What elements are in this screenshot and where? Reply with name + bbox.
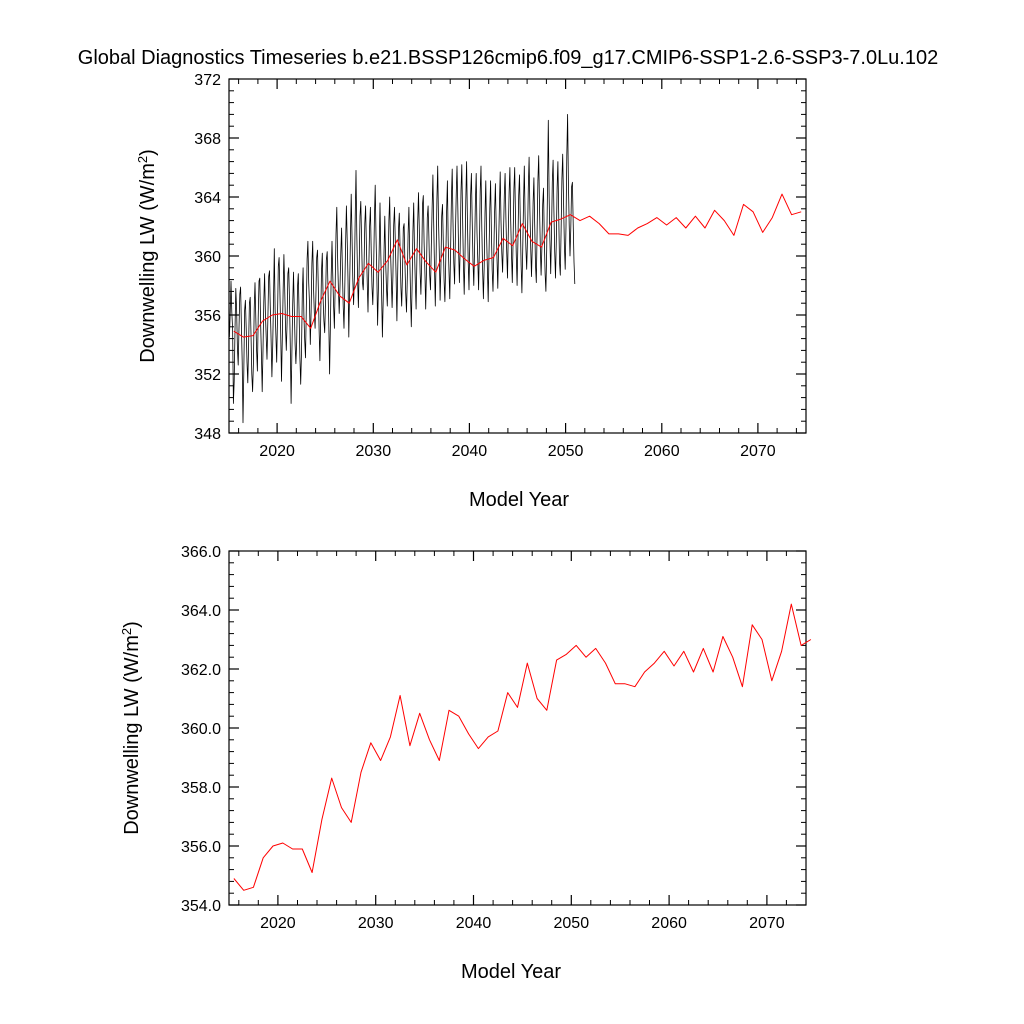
x-tick-label: 2060 — [644, 443, 680, 460]
monthly-series-line — [229, 114, 576, 424]
y-tick-label: 348 — [194, 426, 221, 443]
y-tick-label: 362.0 — [181, 662, 221, 679]
axis-ticks-bottom: 2020 2030 2040 2050 2060 2070 354.0 356.0 358.0 3… — [181, 544, 807, 932]
annual-mean-series-line — [233, 193, 802, 338]
x-tick-label: 2020 — [260, 915, 296, 932]
y-axis-label-bottom: Downwelling LW (W/m2) — [119, 621, 144, 835]
annual-mean-series-line — [233, 603, 812, 891]
x-tick-label: 2050 — [554, 915, 590, 932]
panel-bottom: Model Year Downwelling LW (W/m2) 2020 203… — [119, 544, 812, 983]
x-tick-label: 2040 — [452, 443, 488, 460]
y-tick-label: 352 — [194, 367, 221, 384]
y-tick-label: 360.0 — [181, 721, 221, 738]
x-tick-label: 2020 — [259, 443, 295, 460]
y-tick-label: 356.0 — [181, 839, 221, 856]
x-axis-label-top: Model Year — [469, 489, 569, 511]
x-tick-label: 2040 — [456, 915, 492, 932]
x-tick-label: 2070 — [740, 443, 776, 460]
series-lines-top — [229, 114, 802, 424]
y-tick-label: 360 — [194, 249, 221, 266]
x-tick-label: 2070 — [749, 915, 785, 932]
panel-top: Model Year Downwelling LW (W/m2) 2020 203… — [135, 72, 807, 511]
y-tick-label: 358.0 — [181, 780, 221, 797]
y-axis-label-top: Downwelling LW (W/m2) — [135, 149, 160, 363]
axis-ticks-top: 2020 2030 2040 2050 2060 2070 348 352 356 360 364 3… — [194, 72, 806, 460]
chart-title: Global Diagnostics Timeseries b.e21.BSSP… — [78, 47, 938, 69]
x-tick-label: 2060 — [651, 915, 687, 932]
y-tick-label: 366.0 — [181, 544, 221, 561]
series-lines-bottom — [233, 603, 812, 891]
y-tick-label: 364.0 — [181, 603, 221, 620]
y-tick-label: 354.0 — [181, 898, 221, 915]
x-axis-label-bottom: Model Year — [461, 961, 561, 983]
x-tick-label: 2030 — [358, 915, 394, 932]
x-tick-label: 2030 — [356, 443, 392, 460]
y-tick-label: 368 — [194, 131, 221, 148]
y-tick-label: 356 — [194, 308, 221, 325]
y-tick-label: 372 — [194, 72, 221, 89]
y-tick-label: 364 — [194, 190, 221, 207]
x-tick-label: 2050 — [548, 443, 584, 460]
